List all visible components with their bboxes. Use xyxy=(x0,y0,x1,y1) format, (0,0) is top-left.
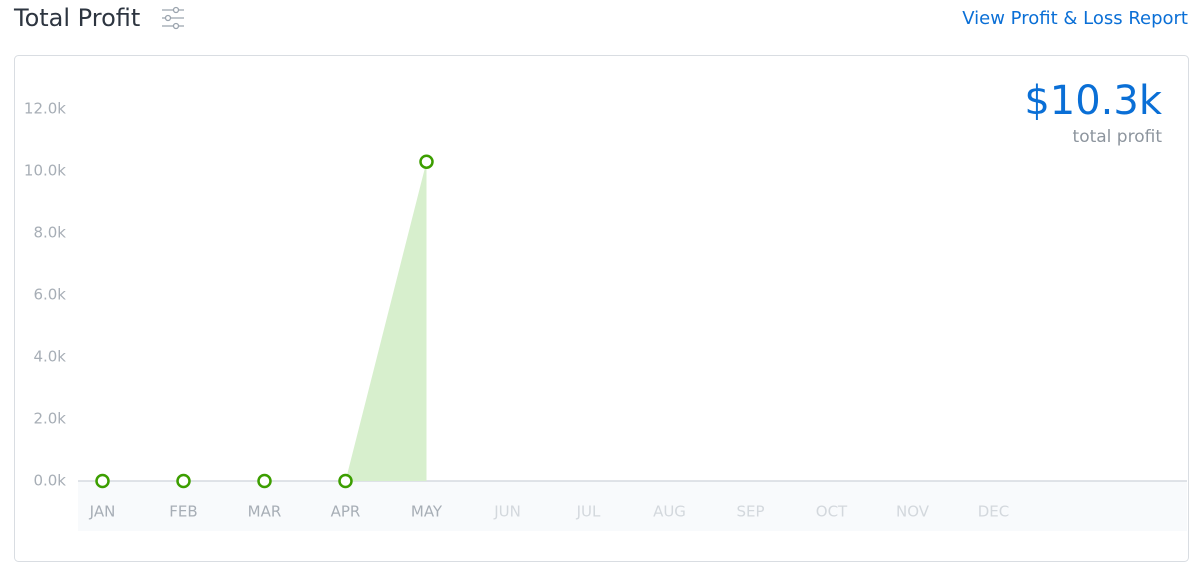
settings-icon[interactable] xyxy=(162,6,184,30)
x-tick-label: SEP xyxy=(736,503,764,521)
point xyxy=(338,473,353,489)
x-tick-label: MAR xyxy=(248,503,282,521)
total-label: total profit xyxy=(1073,127,1163,147)
x-tick-label: MAY xyxy=(411,503,443,521)
y-tick-label: 4.0k xyxy=(33,348,66,366)
widget-title: Total Profit xyxy=(13,4,140,32)
point xyxy=(257,473,272,489)
total-value: $10.3k xyxy=(1024,78,1163,124)
point xyxy=(176,473,191,489)
x-tick-label: DEC xyxy=(978,503,1010,521)
axis-band xyxy=(78,481,1187,531)
x-tick-label: OCT xyxy=(816,503,848,521)
y-tick-label: 12.0k xyxy=(24,100,66,118)
y-tick-label: 0.0k xyxy=(33,472,66,490)
x-tick-label: FEB xyxy=(169,503,197,521)
x-tick-label: APR xyxy=(331,503,361,521)
report-link[interactable]: View Profit & Loss Report xyxy=(962,8,1188,29)
x-tick-label: JAN xyxy=(89,503,116,521)
x-tick-label: NOV xyxy=(896,503,930,521)
chart-card xyxy=(14,55,1189,562)
y-tick-label: 2.0k xyxy=(33,410,66,428)
point xyxy=(419,154,434,169)
y-tick-label: 10.0k xyxy=(24,162,66,180)
point xyxy=(95,473,110,489)
y-tick-label: 6.0k xyxy=(33,286,66,304)
area xyxy=(102,161,427,481)
x-tick-label: JUL xyxy=(576,503,601,521)
y-tick-label: 8.0k xyxy=(33,224,66,242)
x-tick-label: AUG xyxy=(653,503,686,521)
x-tick-label: JUN xyxy=(493,503,521,521)
